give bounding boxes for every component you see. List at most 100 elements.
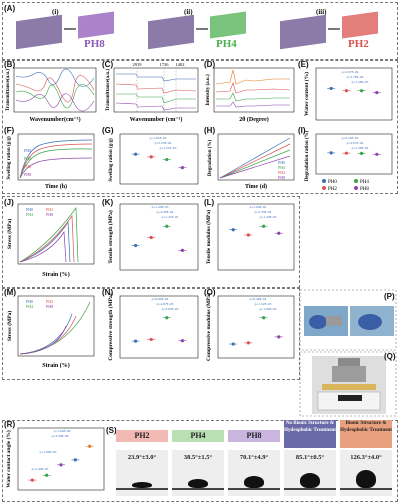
chart-o-p1: p=9.40E-04	[250, 297, 267, 301]
chart-h-label-ph0: PH0	[278, 160, 285, 165]
chart-l-p1: p=1.04E-02	[250, 205, 267, 209]
panel-label-k: (K)	[102, 198, 114, 207]
chart-l-ylabel: Tensile modulus (MPa)	[205, 210, 212, 264]
panel-a-arrow	[196, 28, 208, 30]
chart-m-ylabel: Stress (MPa)	[6, 311, 13, 341]
panel-label-d: (D)	[204, 60, 216, 69]
chart-m-label-ph8: PH8	[46, 304, 53, 309]
chart-c-tick-1402: 1402	[176, 62, 185, 67]
chart-m-label-ph2: PH2	[46, 299, 53, 304]
chart-l-p2: p=2.33E-02	[255, 210, 272, 214]
droplet-icon	[188, 479, 208, 488]
panel-a-sub-2: (iii) PH2	[278, 8, 394, 54]
panel-a-sub-0: (i) PH8	[14, 8, 130, 54]
panel-label-g: (G)	[102, 126, 114, 135]
chart-j-label-ph0: PH0	[26, 207, 33, 212]
chart-c-ylabel: Transmittance(a.u.)	[106, 69, 111, 111]
chart-h-label-ph2: PH2	[278, 170, 285, 175]
panel-label-a: (A)	[4, 4, 16, 13]
glove-icon-2	[358, 314, 382, 330]
chart-h-label-ph4: PH4	[278, 165, 285, 170]
chart-f-swelling-time: PH0 PH4 PH2 PH8 Time (h) Swelling ration…	[7, 133, 95, 190]
panel-s-photo-0: 23.9°±3.0°	[116, 450, 168, 496]
panel-a-tag: PH8	[84, 38, 105, 50]
sample-block	[322, 384, 376, 390]
panel-a-roman: (i)	[52, 8, 59, 16]
panel-label-o: (O)	[204, 288, 216, 297]
surface-line	[116, 488, 168, 490]
panel-label-h: (H)	[204, 126, 216, 135]
panel-s-value: 38.5°±1.5°	[183, 454, 213, 461]
panel-s-header-4: Bionic Structure & Hydrophobic Treatment	[340, 420, 392, 448]
droplet-icon	[356, 470, 376, 488]
chart-b-ftir: Wavenumber(cm⁻¹) Transmittance(a.u.)	[6, 67, 97, 123]
legend-ph4: PH4	[360, 180, 369, 185]
panel-a-tag: PH2	[348, 38, 369, 50]
panel-a-frame	[2, 2, 398, 60]
panel-label-f: (F)	[4, 126, 15, 135]
chart-f-label-ph4: PH4	[24, 156, 31, 161]
chart-c-ftir: 2919 1726 1402 Wavenumber (cm⁻¹) Transmi…	[106, 62, 199, 123]
chart-l-p3: p=1.29E-02	[260, 215, 277, 219]
chart-h-degradation-time: PH0 PH4 PH2 PH8 Time (d) Degradation (%)	[208, 133, 295, 190]
chart-m-xlabel: Strain (%)	[42, 362, 70, 369]
panel-a-arrow	[64, 28, 76, 30]
panel-label-l: (L)	[204, 198, 215, 207]
droplet-icon	[244, 476, 264, 488]
chart-c-xlabel: Wavenumber (cm⁻¹)	[130, 116, 183, 123]
chart-f-label-ph2: PH2	[24, 164, 31, 169]
surface-line	[340, 488, 392, 490]
chart-k-p3: p=1.41E-05	[162, 215, 179, 219]
chart-e-p2: p=3.76E-04	[347, 75, 364, 79]
chart-j-label-ph2: PH2	[46, 207, 53, 212]
legend-ph0: PH0	[328, 180, 337, 185]
panel-s-photo-3: 85.1°±0.5°	[284, 450, 336, 496]
chart-j-label-ph4: PH4	[26, 212, 33, 217]
chart-g-p1: p=1.81E-04	[150, 136, 167, 140]
panel-s-value: 85.1°±0.5°	[295, 454, 325, 461]
chart-k-ylabel: Tensile strength (MPa)	[107, 210, 114, 264]
surface-line	[172, 488, 224, 490]
chart-b-ylabel: Transmittance(a.u.)	[6, 69, 11, 111]
chart-k-p1: p=1.20E-03	[152, 205, 169, 209]
panel-label-e: (E)	[298, 60, 309, 69]
chart-d-xlabel: 2θ (Degree)	[239, 116, 269, 123]
chart-c-tick-1726: 1726	[160, 62, 170, 67]
panel-label-c: (C)	[102, 60, 114, 69]
panel-a-sub-1: (ii) PH4	[146, 8, 262, 54]
legend-dot-ph8	[354, 186, 358, 190]
chart-k-tensile-strength: Tensile strength (MPa) p=1.20E-03 p=4.30…	[107, 203, 199, 271]
chart-o-p2: p=1.52E-03	[255, 302, 272, 306]
chart-d-xrd: 2θ (Degree) Intensity (a.u.)	[206, 67, 295, 123]
panel-label-m: (M)	[4, 288, 16, 297]
chart-n-p1: p=8.64E-04	[152, 297, 169, 301]
panel-a-roman: (iii)	[316, 8, 327, 16]
chart-m-compressive-curves: PH0 PH2 PH4 PH8 Strain (%) Stress (MPa)	[6, 295, 95, 369]
glove-icon	[309, 315, 327, 329]
chart-r-p1: p=1.94E-09	[54, 429, 71, 433]
chart-e-water-content: Water content (%) p=2.97E-04 p=3.76E-04 …	[303, 67, 393, 121]
chart-n-compressive-strength: Compressive strength (MPa) p=8.64E-04 p=…	[107, 293, 199, 361]
panel-label-q: (Q)	[384, 352, 396, 361]
panel-label-b: (B)	[4, 60, 16, 69]
panel-s-value: 126.3°±4.0°	[350, 454, 382, 461]
panel-s-header-1: PH4	[172, 430, 224, 442]
chart-f-xlabel: Time (h)	[45, 183, 67, 190]
panel-label-j: (J)	[4, 198, 14, 207]
panel-label-r: (R)	[4, 420, 16, 429]
chart-r-contact-angle: Water contact angle (%) p=1.94E-09 p=3.2…	[5, 427, 105, 491]
legend-ph2: PH2	[328, 187, 337, 192]
panel-label-i: (I)	[298, 126, 306, 135]
chart-r-p2: p=3.29E-08	[52, 434, 69, 438]
panel-q-photo	[299, 351, 397, 417]
chart-i-degradation-ratio: Degradation ration (%) p=4.16E-05 p=4.07…	[305, 130, 393, 181]
legend-dot-ph4	[354, 179, 358, 183]
panel-s-header-2: PH8	[228, 430, 280, 442]
legend-ph8: PH8	[360, 187, 369, 192]
chart-h-ylabel: Degradation (%)	[208, 140, 213, 177]
row-mno-frame	[2, 288, 300, 380]
chart-i-p3: p=1.28E-04	[352, 146, 369, 150]
panel-p-photos	[299, 289, 397, 351]
chart-i-p1: p=4.16E-05	[342, 136, 359, 140]
